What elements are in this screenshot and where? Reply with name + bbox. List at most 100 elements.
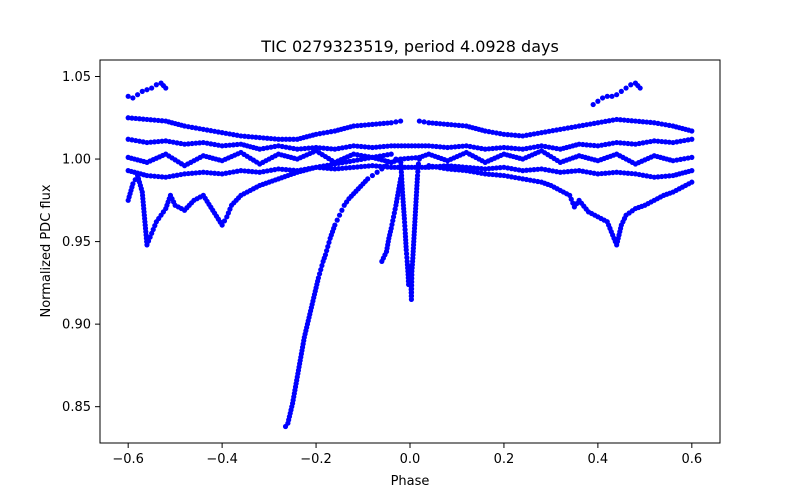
data-point-interp: [373, 121, 379, 127]
data-point-interp: [316, 271, 323, 277]
data-point-interp: [490, 165, 496, 171]
data-point: [482, 171, 488, 177]
data-point-interp: [253, 169, 259, 175]
data-point-interp: [389, 221, 395, 228]
data-point-interp: [391, 210, 397, 216]
data-point-interp: [448, 144, 454, 150]
data-point-interp: [402, 227, 408, 233]
data-point: [325, 243, 331, 250]
data-point-interp: [159, 138, 165, 144]
data-point-interp: [384, 120, 391, 126]
data-point: [130, 181, 136, 187]
data-point-interp: [655, 174, 661, 180]
data-point-interp: [324, 248, 330, 254]
data-point-interp: [392, 206, 398, 212]
data-point-interp: [390, 218, 396, 224]
data-point-interp: [279, 166, 285, 172]
data-point-interp: [336, 166, 342, 172]
data-point: [318, 267, 324, 273]
data-point-interp: [151, 117, 158, 123]
data-point-interp: [196, 140, 203, 146]
data-point-interp: [437, 121, 443, 127]
data-point-interp: [260, 135, 267, 141]
data-point: [351, 123, 357, 129]
data-point-interp: [460, 143, 466, 149]
data-point: [632, 118, 639, 124]
data-point-interp: [151, 139, 158, 145]
data-point: [144, 116, 150, 123]
data-point-interp: [629, 118, 635, 124]
data-point-interp: [456, 167, 462, 173]
data-point: [614, 116, 620, 123]
data-point-interp: [404, 254, 410, 261]
data-point: [557, 169, 563, 175]
data-point: [144, 172, 150, 179]
data-point-interp: [584, 142, 590, 148]
data-point-interp: [249, 134, 255, 140]
data-point: [501, 144, 507, 151]
data-point-interp: [347, 165, 353, 171]
data-point-interp: [193, 140, 199, 146]
data-point-interp: [204, 169, 210, 176]
data-point-interp: [354, 164, 360, 170]
data-point-interp: [343, 165, 349, 171]
data-point-interp: [253, 134, 259, 140]
data-point-interp: [606, 170, 612, 176]
data-point: [139, 88, 145, 94]
data-point-interp: [283, 167, 289, 173]
data-point: [482, 166, 488, 172]
data-point-interp: [381, 120, 387, 126]
data-point-interp: [155, 117, 161, 124]
data-point-interp: [505, 145, 511, 151]
data-point-interp: [456, 122, 462, 128]
data-point: [125, 93, 131, 99]
data-point: [501, 131, 507, 137]
data-point-interp: [629, 170, 635, 177]
data-point: [614, 139, 620, 146]
data-point-interp: [580, 141, 586, 148]
data-point: [401, 215, 407, 222]
data-point: [609, 93, 615, 99]
data-point: [339, 207, 345, 213]
data-point: [322, 252, 329, 258]
data-point-interp: [366, 163, 372, 169]
data-point: [219, 143, 225, 149]
data-point: [689, 179, 695, 185]
data-point-interp: [662, 173, 669, 179]
data-point-interp: [478, 166, 484, 172]
data-point-interp: [140, 116, 146, 122]
data-point: [623, 85, 629, 91]
data-point: [134, 92, 141, 98]
data-point: [576, 141, 582, 147]
data-point-interp: [621, 140, 627, 146]
data-point-interp: [148, 117, 154, 123]
data-point-interp: [486, 171, 492, 177]
data-point: [520, 168, 526, 174]
data-point-interp: [505, 132, 511, 138]
data-point: [153, 82, 159, 88]
data-point-interp: [421, 119, 427, 125]
data-point-interp: [230, 142, 236, 148]
data-point-interp: [666, 173, 672, 179]
data-point: [604, 93, 610, 99]
data-point-interp: [452, 167, 458, 173]
data-point-interp: [448, 166, 454, 172]
data-point-interp: [599, 170, 605, 177]
data-point-interp: [409, 155, 415, 161]
data-point-interp: [621, 170, 627, 176]
data-point-interp: [402, 223, 408, 229]
data-point-interp: [433, 120, 439, 126]
data-point-interp: [625, 140, 631, 147]
x-tick-label: −0.4: [206, 452, 238, 467]
data-point-interp: [471, 165, 477, 171]
data-point-interp: [591, 142, 597, 149]
data-point-interp: [223, 142, 229, 149]
data-point: [334, 217, 340, 223]
data-point-interp: [415, 169, 421, 175]
data-point: [393, 156, 399, 162]
data-point: [379, 166, 385, 172]
data-point-interp: [151, 173, 158, 179]
data-point: [275, 166, 282, 172]
data-point-interp: [429, 120, 436, 126]
